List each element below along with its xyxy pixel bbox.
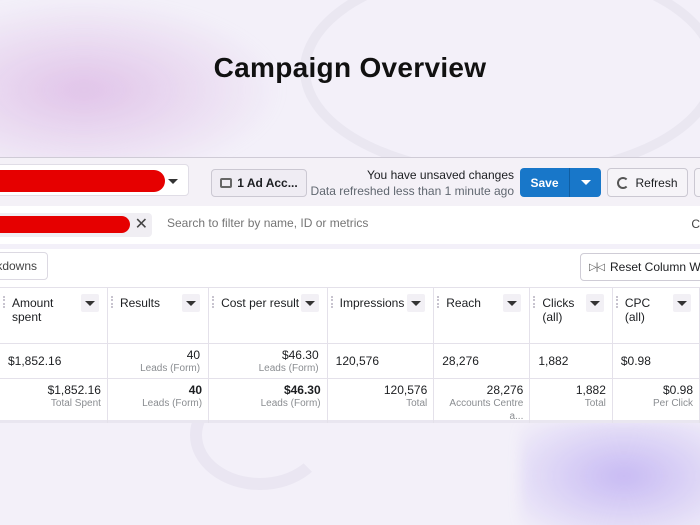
chevron-down-icon [186,301,197,306]
column-menu-button[interactable] [80,294,99,312]
reset-column-widths-button[interactable]: ▷|◁ Reset Column Wid [580,253,700,281]
drag-handle-icon[interactable] [212,296,215,308]
column-header-clicks-all[interactable]: Clicks (all) [529,287,613,344]
more-button[interactable] [694,168,700,197]
column-header-reach[interactable]: Reach [433,287,531,344]
total-clicks: 1,882 Total [529,378,613,423]
chevron-down-icon [84,301,95,306]
filter-chip[interactable]: ✕ [0,213,152,237]
page-title: Campaign Overview [213,52,487,83]
save-button[interactable]: Save [530,175,559,190]
ad-accounts-button[interactable]: 1 Ad Acc... [211,169,307,197]
metrics-table: Amount spent Results Cost per result Imp… [0,287,700,423]
drag-handle-icon[interactable] [110,296,113,308]
campaign-selector[interactable] [0,164,189,196]
column-header-results[interactable]: Results [107,287,210,344]
toolbar: 1 Ad Acc... You have unsaved changes Dat… [0,157,700,206]
column-header-cost-per-result[interactable]: Cost per result [208,287,328,344]
drag-handle-icon[interactable] [615,296,618,308]
total-reach: 28,276 Accounts Centre a... [433,378,531,423]
column-menu-button[interactable] [503,294,522,312]
drag-handle-icon[interactable] [330,296,333,308]
cell-results: 40 Leads (Form) [107,343,210,379]
total-amount-spent: $1,852.16 Total Spent [0,378,108,423]
column-resize-icon: ▷|◁ [589,261,605,273]
drag-handle-icon[interactable] [3,296,5,308]
column-menu-button[interactable] [300,294,319,312]
search-bar: ✕ C [0,206,700,244]
chevron-down-icon [677,301,687,306]
table-row[interactable]: $1,852.16 40 Leads (Form) $46.30 Leads (Fo… [0,343,700,379]
status-message: You have unsaved changes Data refreshed … [311,167,514,199]
unsaved-changes-text: You have unsaved changes [366,168,514,182]
chevron-down-icon [589,301,600,306]
refresh-button[interactable]: Refresh [607,168,688,197]
totals-row: $1,852.16 Total Spent 40 Leads (Form) $46.… [0,378,700,423]
cell-impressions: 120,576 [327,343,435,379]
chevron-down-icon [507,301,518,306]
chevron-down-icon [580,180,591,185]
total-impressions: 120,576 Total [327,378,435,423]
cell-clicks: 1,882 [529,343,613,379]
column-menu-button[interactable] [182,294,201,312]
save-button-group: Save [520,168,601,197]
breakdowns-button[interactable]: kdowns [0,252,48,280]
column-menu-button[interactable] [407,294,426,312]
background-curve [300,0,700,180]
table-header-row: Amount spent Results Cost per result Imp… [0,287,700,344]
total-cpc: $0.98 Per Click [612,378,700,423]
refresh-time-text: Data refreshed less than 1 minute ago [310,184,514,198]
close-icon[interactable]: ✕ [134,216,148,233]
refresh-icon [617,176,630,189]
redacted-filter-value [0,216,130,233]
ad-account-icon [220,178,233,188]
ad-accounts-label: 1 Ad Acc... [237,176,298,190]
drag-handle-icon[interactable] [437,296,440,308]
column-menu-button[interactable] [673,294,691,312]
metrics-table-panel: kdowns ▷|◁ Reset Column Wid Amount spent… [0,249,700,423]
chevron-down-icon [411,301,422,306]
column-header-amount-spent[interactable]: Amount spent [0,287,108,344]
column-header-cpc-all[interactable]: CPC (all) [612,287,700,344]
drag-handle-icon[interactable] [533,296,536,308]
save-options-dropdown[interactable] [569,168,601,197]
search-input[interactable] [167,216,567,230]
total-cost-per-result: $46.30 Leads (Form) [208,378,328,423]
cell-amount-spent: $1,852.16 [0,343,108,379]
chevron-down-icon [304,301,315,306]
redacted-campaign-name [0,170,165,192]
column-menu-button[interactable] [585,294,604,312]
cell-reach: 28,276 [433,343,531,379]
search-bar-right-text[interactable]: C [691,217,700,231]
cell-cost-per-result: $46.30 Leads (Form) [208,343,328,379]
reset-column-widths-label: Reset Column Wid [609,260,700,274]
refresh-label: Refresh [635,175,678,190]
chevron-down-icon [168,179,178,184]
column-header-impressions[interactable]: Impressions [327,287,435,344]
total-results: 40 Leads (Form) [107,378,210,423]
background-blob [520,420,700,525]
cell-cpc: $0.98 [612,343,700,379]
